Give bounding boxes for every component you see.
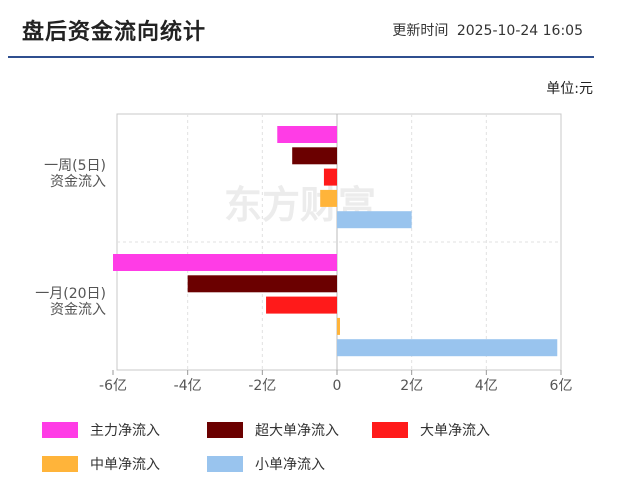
x-tick-label: 6亿 bbox=[550, 378, 573, 394]
legend-item: 主力净流入 bbox=[42, 420, 160, 440]
header-divider bbox=[8, 56, 594, 58]
x-tick-label: -2亿 bbox=[248, 378, 276, 394]
bar bbox=[292, 147, 337, 165]
update-label: 更新时间 bbox=[392, 23, 449, 39]
bar bbox=[113, 254, 337, 271]
category-label: 一周(5日)资金流入 bbox=[44, 158, 106, 190]
bar bbox=[277, 126, 337, 143]
x-tick-label: -4亿 bbox=[174, 378, 202, 394]
page-title: 盘后资金流向统计 bbox=[22, 20, 207, 45]
legend-swatch bbox=[207, 456, 243, 472]
x-tick-label: 0 bbox=[333, 378, 342, 394]
legend-label: 大单净流入 bbox=[420, 423, 490, 439]
legend-swatch bbox=[207, 422, 243, 438]
legend-swatch bbox=[42, 456, 78, 472]
bar bbox=[320, 189, 337, 207]
legend-label: 超大单净流入 bbox=[255, 423, 339, 439]
update-value: 2025-10-24 16:05 bbox=[456, 23, 583, 39]
fund-flow-chart: 东方财富-6亿 -4亿 -2亿 0 2亿 4亿 6亿一周(5日)资金流入一月(20日)资金流… bbox=[35, 113, 573, 394]
legend-item: 超大单净流入 bbox=[207, 420, 339, 440]
legend-item: 小单净流入 bbox=[207, 454, 325, 474]
unit-label: 单位:元 bbox=[546, 81, 593, 97]
x-tick-label: 4亿 bbox=[475, 378, 498, 394]
legend-swatch bbox=[42, 422, 78, 438]
legend-item: 大单净流入 bbox=[372, 420, 490, 440]
bar bbox=[187, 275, 337, 293]
bar bbox=[337, 339, 558, 357]
category-label: 一月(20日)资金流入 bbox=[35, 286, 106, 318]
bar bbox=[337, 211, 412, 229]
legend-label: 中单净流入 bbox=[90, 457, 160, 473]
legend-swatch bbox=[372, 422, 408, 438]
bar bbox=[323, 168, 337, 186]
legend-label: 主力净流入 bbox=[90, 423, 160, 439]
update-time: 更新时间 2025-10-24 16:05 bbox=[388, 20, 583, 40]
x-tick-label: -6亿 bbox=[99, 378, 127, 394]
x-tick-label: 2亿 bbox=[400, 378, 423, 394]
bar bbox=[337, 317, 340, 335]
bar bbox=[266, 296, 337, 314]
legend-item: 中单净流入 bbox=[42, 454, 160, 474]
legend-label: 小单净流入 bbox=[255, 457, 325, 473]
